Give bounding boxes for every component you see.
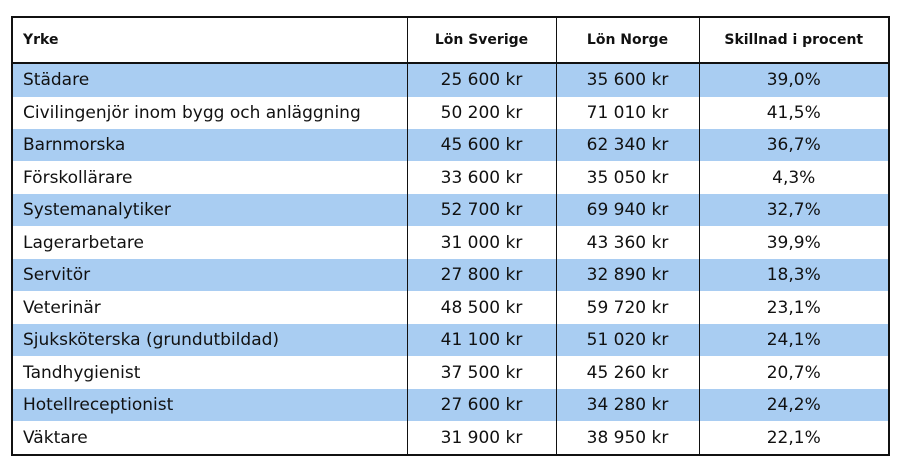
difference-percent-cell: 36,7% xyxy=(698,128,888,162)
salary-sweden-cell: 33 600 kr xyxy=(406,161,556,194)
difference-percent-cell: 18,3% xyxy=(698,258,888,292)
salary-norway-cell: 43 360 kr xyxy=(555,226,699,259)
salary-norway-cell: 51 020 kr xyxy=(555,323,699,357)
salary-sweden-cell: 48 500 kr xyxy=(406,291,556,324)
salary-sweden-cell: 37 500 kr xyxy=(406,356,556,389)
salary-norway-cell: 32 890 kr xyxy=(555,258,699,292)
table-row: Servitör 27 800 kr 32 890 kr 18,3% xyxy=(13,258,888,292)
occupation-cell: Barnmorska xyxy=(13,128,407,162)
salary-sweden-cell: 45 600 kr xyxy=(406,128,556,162)
occupation-cell: Väktare xyxy=(13,421,407,454)
difference-percent-cell: 32,7% xyxy=(698,193,888,227)
table-row: Väktare 31 900 kr 38 950 kr 22,1% xyxy=(13,421,888,454)
column-header-salary-norway: Lön Norge xyxy=(555,18,699,64)
difference-percent-cell: 24,2% xyxy=(698,388,888,422)
difference-percent-cell: 22,1% xyxy=(698,421,888,454)
occupation-cell: Hotellreceptionist xyxy=(13,388,407,422)
table-row: Veterinär 48 500 kr 59 720 kr 23,1% xyxy=(13,291,888,324)
occupation-cell: Systemanalytiker xyxy=(13,193,407,227)
table-row: Hotellreceptionist 27 600 kr 34 280 kr 2… xyxy=(13,388,888,422)
salary-sweden-cell: 41 100 kr xyxy=(406,323,556,357)
column-header-difference-percent: Skillnad i procent xyxy=(698,18,888,64)
occupation-cell: Tandhygienist xyxy=(13,356,407,389)
column-header-salary-sweden: Lön Sverige xyxy=(406,18,556,64)
salary-sweden-cell: 31 900 kr xyxy=(406,421,556,454)
salary-sweden-cell: 50 200 kr xyxy=(406,96,556,129)
table-row: Städare 25 600 kr 35 600 kr 39,0% xyxy=(13,63,888,97)
difference-percent-cell: 24,1% xyxy=(698,323,888,357)
difference-percent-cell: 41,5% xyxy=(698,96,888,129)
column-header-occupation: Yrke xyxy=(13,18,407,64)
table-body: Städare 25 600 kr 35 600 kr 39,0% Civili… xyxy=(13,63,888,454)
salary-sweden-cell: 27 600 kr xyxy=(406,388,556,422)
salary-norway-cell: 59 720 kr xyxy=(555,291,699,324)
salary-comparison-table: Yrke Lön Sverige Lön Norge Skillnad i pr… xyxy=(13,18,888,454)
salary-norway-cell: 35 600 kr xyxy=(555,63,699,97)
difference-percent-cell: 20,7% xyxy=(698,356,888,389)
difference-percent-cell: 23,1% xyxy=(698,291,888,324)
table-header-row: Yrke Lön Sverige Lön Norge Skillnad i pr… xyxy=(13,18,888,64)
occupation-cell: Förskollärare xyxy=(13,161,407,194)
table-row: Barnmorska 45 600 kr 62 340 kr 36,7% xyxy=(13,128,888,162)
salary-norway-cell: 38 950 kr xyxy=(555,421,699,454)
salary-norway-cell: 35 050 kr xyxy=(555,161,699,194)
salary-norway-cell: 45 260 kr xyxy=(555,356,699,389)
salary-sweden-cell: 31 000 kr xyxy=(406,226,556,259)
table-row: Sjuksköterska (grundutbildad) 41 100 kr … xyxy=(13,323,888,357)
salary-norway-cell: 71 010 kr xyxy=(555,96,699,129)
occupation-cell: Servitör xyxy=(13,258,407,292)
table-row: Förskollärare 33 600 kr 35 050 kr 4,3% xyxy=(13,161,888,194)
salary-sweden-cell: 52 700 kr xyxy=(406,193,556,227)
difference-percent-cell: 39,9% xyxy=(698,226,888,259)
table-row: Systemanalytiker 52 700 kr 69 940 kr 32,… xyxy=(13,193,888,227)
table-row: Civilingenjör inom bygg och anläggning 5… xyxy=(13,96,888,129)
salary-sweden-cell: 27 800 kr xyxy=(406,258,556,292)
occupation-cell: Lagerarbetare xyxy=(13,226,407,259)
table-row: Tandhygienist 37 500 kr 45 260 kr 20,7% xyxy=(13,356,888,389)
salary-norway-cell: 62 340 kr xyxy=(555,128,699,162)
salary-norway-cell: 69 940 kr xyxy=(555,193,699,227)
salary-comparison-table-container: Yrke Lön Sverige Lön Norge Skillnad i pr… xyxy=(11,16,890,456)
difference-percent-cell: 39,0% xyxy=(698,63,888,97)
occupation-cell: Städare xyxy=(13,63,407,97)
difference-percent-cell: 4,3% xyxy=(698,161,888,194)
occupation-cell: Sjuksköterska (grundutbildad) xyxy=(13,323,407,357)
occupation-cell: Veterinär xyxy=(13,291,407,324)
occupation-cell: Civilingenjör inom bygg och anläggning xyxy=(13,96,407,129)
salary-sweden-cell: 25 600 kr xyxy=(406,63,556,97)
salary-norway-cell: 34 280 kr xyxy=(555,388,699,422)
table-row: Lagerarbetare 31 000 kr 43 360 kr 39,9% xyxy=(13,226,888,259)
